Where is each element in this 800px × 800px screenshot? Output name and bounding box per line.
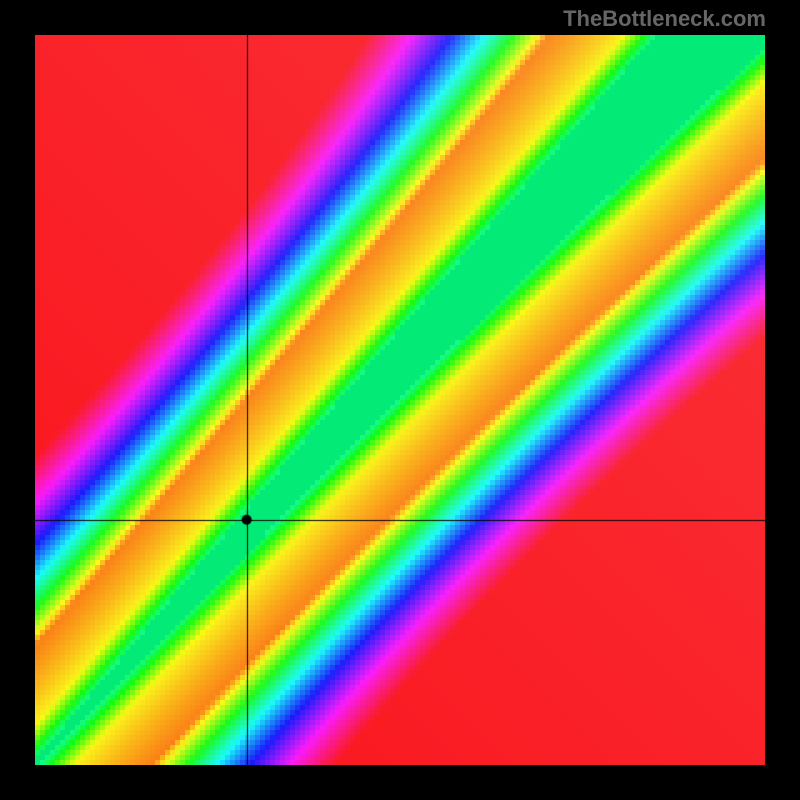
- watermark-text: TheBottleneck.com: [563, 6, 766, 32]
- chart-container: TheBottleneck.com: [0, 0, 800, 800]
- bottleneck-heatmap: [35, 35, 765, 765]
